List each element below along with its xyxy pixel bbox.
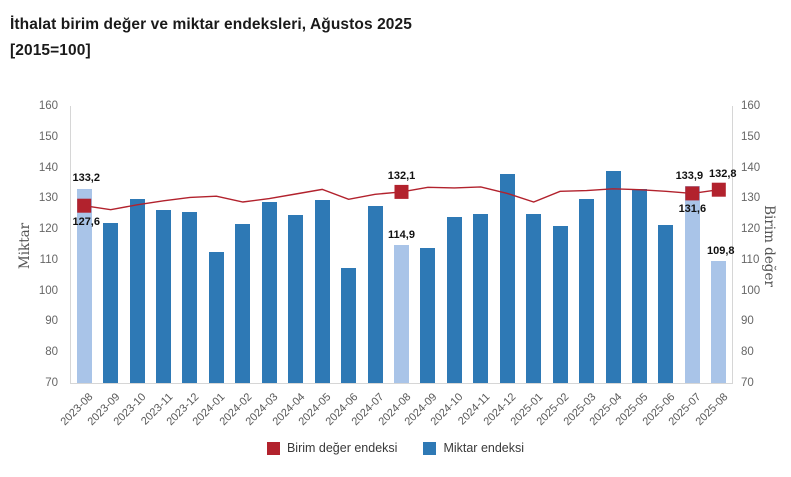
bar-2023-08[interactable] bbox=[76, 188, 92, 383]
legend-label-birim-deger: Birim değer endeksi bbox=[286, 441, 398, 455]
y-tick-right-70: 70 bbox=[741, 377, 754, 389]
bar-2025-05[interactable] bbox=[631, 188, 647, 383]
bar-2024-03[interactable] bbox=[261, 202, 277, 383]
chart-title: İthalat birim değer ve miktar endeksleri… bbox=[10, 12, 412, 64]
y-tick-right-120: 120 bbox=[741, 223, 761, 236]
legend-item-birim-deger-endeksi[interactable]: Birim değer endeksi bbox=[266, 441, 398, 455]
bar-2024-11[interactable] bbox=[473, 213, 489, 383]
y-tick-right-140: 140 bbox=[741, 161, 761, 174]
line-series bbox=[77, 182, 726, 213]
y-tick-left-130: 130 bbox=[38, 192, 58, 205]
y-tick-left-140: 140 bbox=[38, 161, 58, 174]
legend-label-miktar: Miktar endeksi bbox=[443, 441, 525, 455]
bar-2023-09[interactable] bbox=[103, 222, 119, 383]
y-tick-right-160: 160 bbox=[741, 100, 761, 112]
bar-2023-12[interactable] bbox=[182, 211, 198, 383]
data-label-2023-08-line: 127,6 bbox=[72, 215, 100, 228]
line-marker-2024-08[interactable] bbox=[394, 184, 409, 199]
legend-swatch-miktar-icon bbox=[423, 441, 437, 455]
bar-2024-01[interactable] bbox=[208, 252, 224, 383]
bar-2025-01[interactable] bbox=[526, 214, 542, 383]
data-label-2025-07-bar: 133,9 bbox=[675, 170, 704, 183]
y-tick-left-160: 160 bbox=[38, 100, 58, 112]
legend-swatch-birim-deger-icon bbox=[266, 441, 280, 455]
y-tick-right-100: 100 bbox=[741, 284, 761, 297]
bar-2024-05[interactable] bbox=[314, 200, 330, 383]
y-tick-left-80: 80 bbox=[45, 346, 58, 359]
bar-2024-10[interactable] bbox=[446, 217, 462, 383]
bar-2025-06[interactable] bbox=[658, 225, 674, 383]
y-tick-left-150: 150 bbox=[38, 130, 58, 143]
y-tick-right-150: 150 bbox=[741, 130, 761, 143]
data-label-2023-08-bar: 133,2 bbox=[72, 172, 100, 185]
bar-2025-07[interactable] bbox=[684, 186, 700, 383]
legend-item-miktar-endeksi[interactable]: Miktar endeksi bbox=[423, 441, 524, 455]
bar-2024-07[interactable] bbox=[367, 206, 383, 383]
y-tick-right-90: 90 bbox=[741, 315, 754, 328]
data-label-2024-08-line: 132,1 bbox=[387, 169, 416, 182]
line-marker-2023-08[interactable] bbox=[77, 198, 92, 213]
y-tick-left-90: 90 bbox=[45, 315, 58, 328]
data-label-2024-08-bar: 114,9 bbox=[388, 228, 415, 241]
data-label-2025-08-line: 132,8 bbox=[709, 167, 737, 180]
bar-2025-03[interactable] bbox=[579, 198, 595, 383]
y-tick-left-120: 120 bbox=[38, 223, 58, 236]
y-tick-left-100: 100 bbox=[38, 284, 58, 297]
bar-2023-11[interactable] bbox=[156, 210, 172, 383]
bar-2023-10[interactable] bbox=[129, 199, 145, 383]
chart-title-line2: [2015=100] bbox=[10, 42, 91, 59]
bar-2025-08[interactable] bbox=[711, 260, 727, 383]
legend: Birim değer endeksi Miktar endeksi bbox=[0, 441, 791, 455]
data-label-2025-07-line: 131,6 bbox=[678, 203, 707, 216]
y-tick-left-110: 110 bbox=[39, 253, 58, 266]
bar-2025-04[interactable] bbox=[605, 170, 621, 383]
plot-area: 133,2 127,6 132,1 114,9 133,9 131,6 132,8 109,8… bbox=[59, 106, 737, 428]
bar-2024-04[interactable] bbox=[288, 215, 304, 383]
bar-2024-09[interactable] bbox=[420, 248, 436, 383]
y-tick-left-70: 70 bbox=[45, 377, 58, 389]
y-tick-right-80: 80 bbox=[741, 346, 754, 359]
bar-2024-08[interactable] bbox=[394, 244, 409, 383]
bar-2025-02[interactable] bbox=[552, 225, 568, 383]
chart-title-line1: İthalat birim değer ve miktar endeksleri… bbox=[10, 16, 412, 33]
line-marker-2025-08[interactable] bbox=[711, 182, 726, 197]
bar-2024-02[interactable] bbox=[235, 224, 251, 383]
data-label-2025-08-bar: 109,8 bbox=[707, 244, 735, 257]
bar-2024-12[interactable] bbox=[499, 174, 515, 383]
y-tick-right-130: 130 bbox=[741, 192, 761, 205]
line-marker-2025-07[interactable] bbox=[685, 186, 700, 201]
y-tick-right-110: 110 bbox=[741, 253, 760, 266]
bar-2024-06[interactable] bbox=[341, 268, 357, 383]
